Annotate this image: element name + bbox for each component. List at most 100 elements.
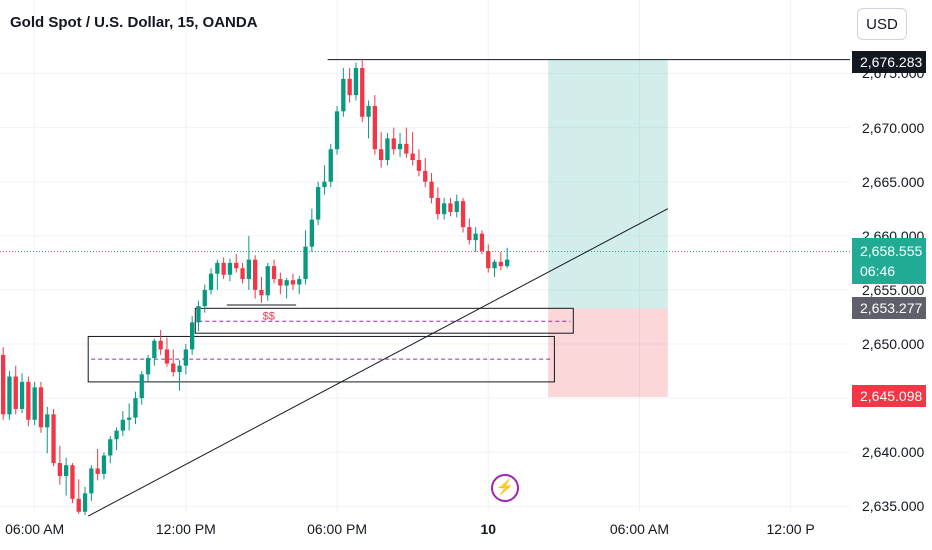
candle-body: [221, 262, 226, 275]
candle: [278, 272, 283, 295]
candle: [196, 300, 201, 332]
candle-body: [353, 68, 359, 96]
target-zone[interactable]: [548, 59, 668, 309]
candle-body: [114, 430, 119, 440]
stop-zone[interactable]: [548, 308, 668, 398]
lightning-icon[interactable]: ⚡: [491, 474, 519, 502]
x-tick-label: 10: [480, 521, 497, 537]
candle-body: [442, 203, 447, 215]
y-tick-label: 2,640.000: [862, 444, 925, 461]
candle-body: [328, 149, 333, 182]
candle: [366, 100, 371, 139]
candle-body: [127, 417, 132, 420]
candle-body: [208, 273, 214, 290]
candle: [51, 408, 56, 467]
y-tick-label: 2,650.000: [862, 336, 925, 353]
candle: [1, 347, 6, 420]
candle: [208, 268, 214, 295]
candle-body: [360, 68, 365, 117]
candle-body: [240, 268, 245, 280]
candle: [347, 68, 352, 103]
candle: [127, 403, 132, 431]
candle-body: [45, 414, 50, 428]
candle-body: [379, 149, 384, 161]
candle: [448, 197, 453, 217]
candle-body: [64, 465, 69, 477]
zone-box-1[interactable]: [194, 307, 574, 334]
candle-body: [32, 387, 37, 420]
candle: [108, 436, 113, 464]
demand-zones[interactable]: [87, 307, 574, 383]
trendline[interactable]: [87, 208, 669, 517]
candle: [290, 273, 296, 290]
candle: [26, 376, 31, 427]
candle: [227, 258, 233, 282]
sweep-marker: $$: [263, 311, 275, 323]
high-price-label: 2,676.283: [852, 51, 926, 73]
candle: [259, 276, 264, 303]
candle-body: [164, 349, 170, 364]
long-position-tool[interactable]: [548, 59, 668, 398]
currency-button[interactable]: USD: [857, 8, 907, 40]
candle-body: [19, 381, 25, 409]
y-tick-label: 2,635.000: [862, 498, 925, 515]
candle: [385, 132, 390, 166]
candle: [498, 252, 503, 271]
y-tick-label: 2,665.000: [862, 173, 925, 190]
candles: [1, 59, 510, 516]
candle: [397, 132, 403, 157]
candle-body: [429, 181, 434, 198]
candle: [57, 445, 62, 485]
candle-body: [303, 246, 308, 280]
candle-body: [57, 463, 62, 477]
candle-body: [284, 280, 289, 286]
current-price-label: 2,658.555 06:46: [852, 238, 926, 284]
candle: [114, 427, 119, 451]
candle-body: [227, 262, 233, 275]
candle-body: [278, 279, 283, 286]
y-tick-label: 2,655.000: [862, 281, 925, 298]
candle-body: [372, 105, 377, 150]
candle: [76, 479, 81, 514]
candle-body: [101, 455, 107, 474]
candle-body: [322, 181, 327, 188]
zone-box-2[interactable]: [87, 335, 555, 383]
candle: [271, 259, 277, 284]
candle-body: [133, 398, 138, 418]
candle-body: [334, 111, 340, 150]
candle-body: [316, 187, 321, 220]
candle: [234, 254, 239, 273]
candle-body: [177, 365, 182, 373]
candle-body: [416, 160, 422, 171]
candle-body: [253, 259, 258, 290]
candle: [152, 338, 157, 366]
candle: [303, 230, 308, 285]
candle: [240, 262, 245, 284]
candle-body: [271, 266, 277, 280]
entry-price-label: 2,653.277: [852, 297, 926, 319]
candle-body: [347, 78, 352, 96]
drawn-lines[interactable]: $$: [0, 59, 850, 517]
candle-body: [234, 262, 239, 269]
candle: [492, 259, 497, 277]
candle-body: [460, 201, 466, 228]
candle: [379, 131, 384, 168]
candle-body: [366, 105, 371, 117]
candle-body: [95, 468, 100, 474]
candle-body: [423, 170, 428, 182]
candle-body: [486, 250, 491, 269]
candle: [183, 344, 188, 375]
x-tick-label: 06:00 PM: [307, 521, 368, 537]
candle-body: [145, 358, 151, 375]
candle: [284, 278, 289, 299]
candle-body: [341, 78, 346, 112]
bar-countdown: 06:46: [860, 263, 896, 279]
candle: [38, 381, 44, 433]
candle: [322, 165, 327, 195]
candle: [202, 284, 207, 313]
candle: [133, 391, 138, 425]
candle: [64, 457, 69, 496]
candle: [328, 143, 333, 188]
candle: [164, 337, 170, 367]
